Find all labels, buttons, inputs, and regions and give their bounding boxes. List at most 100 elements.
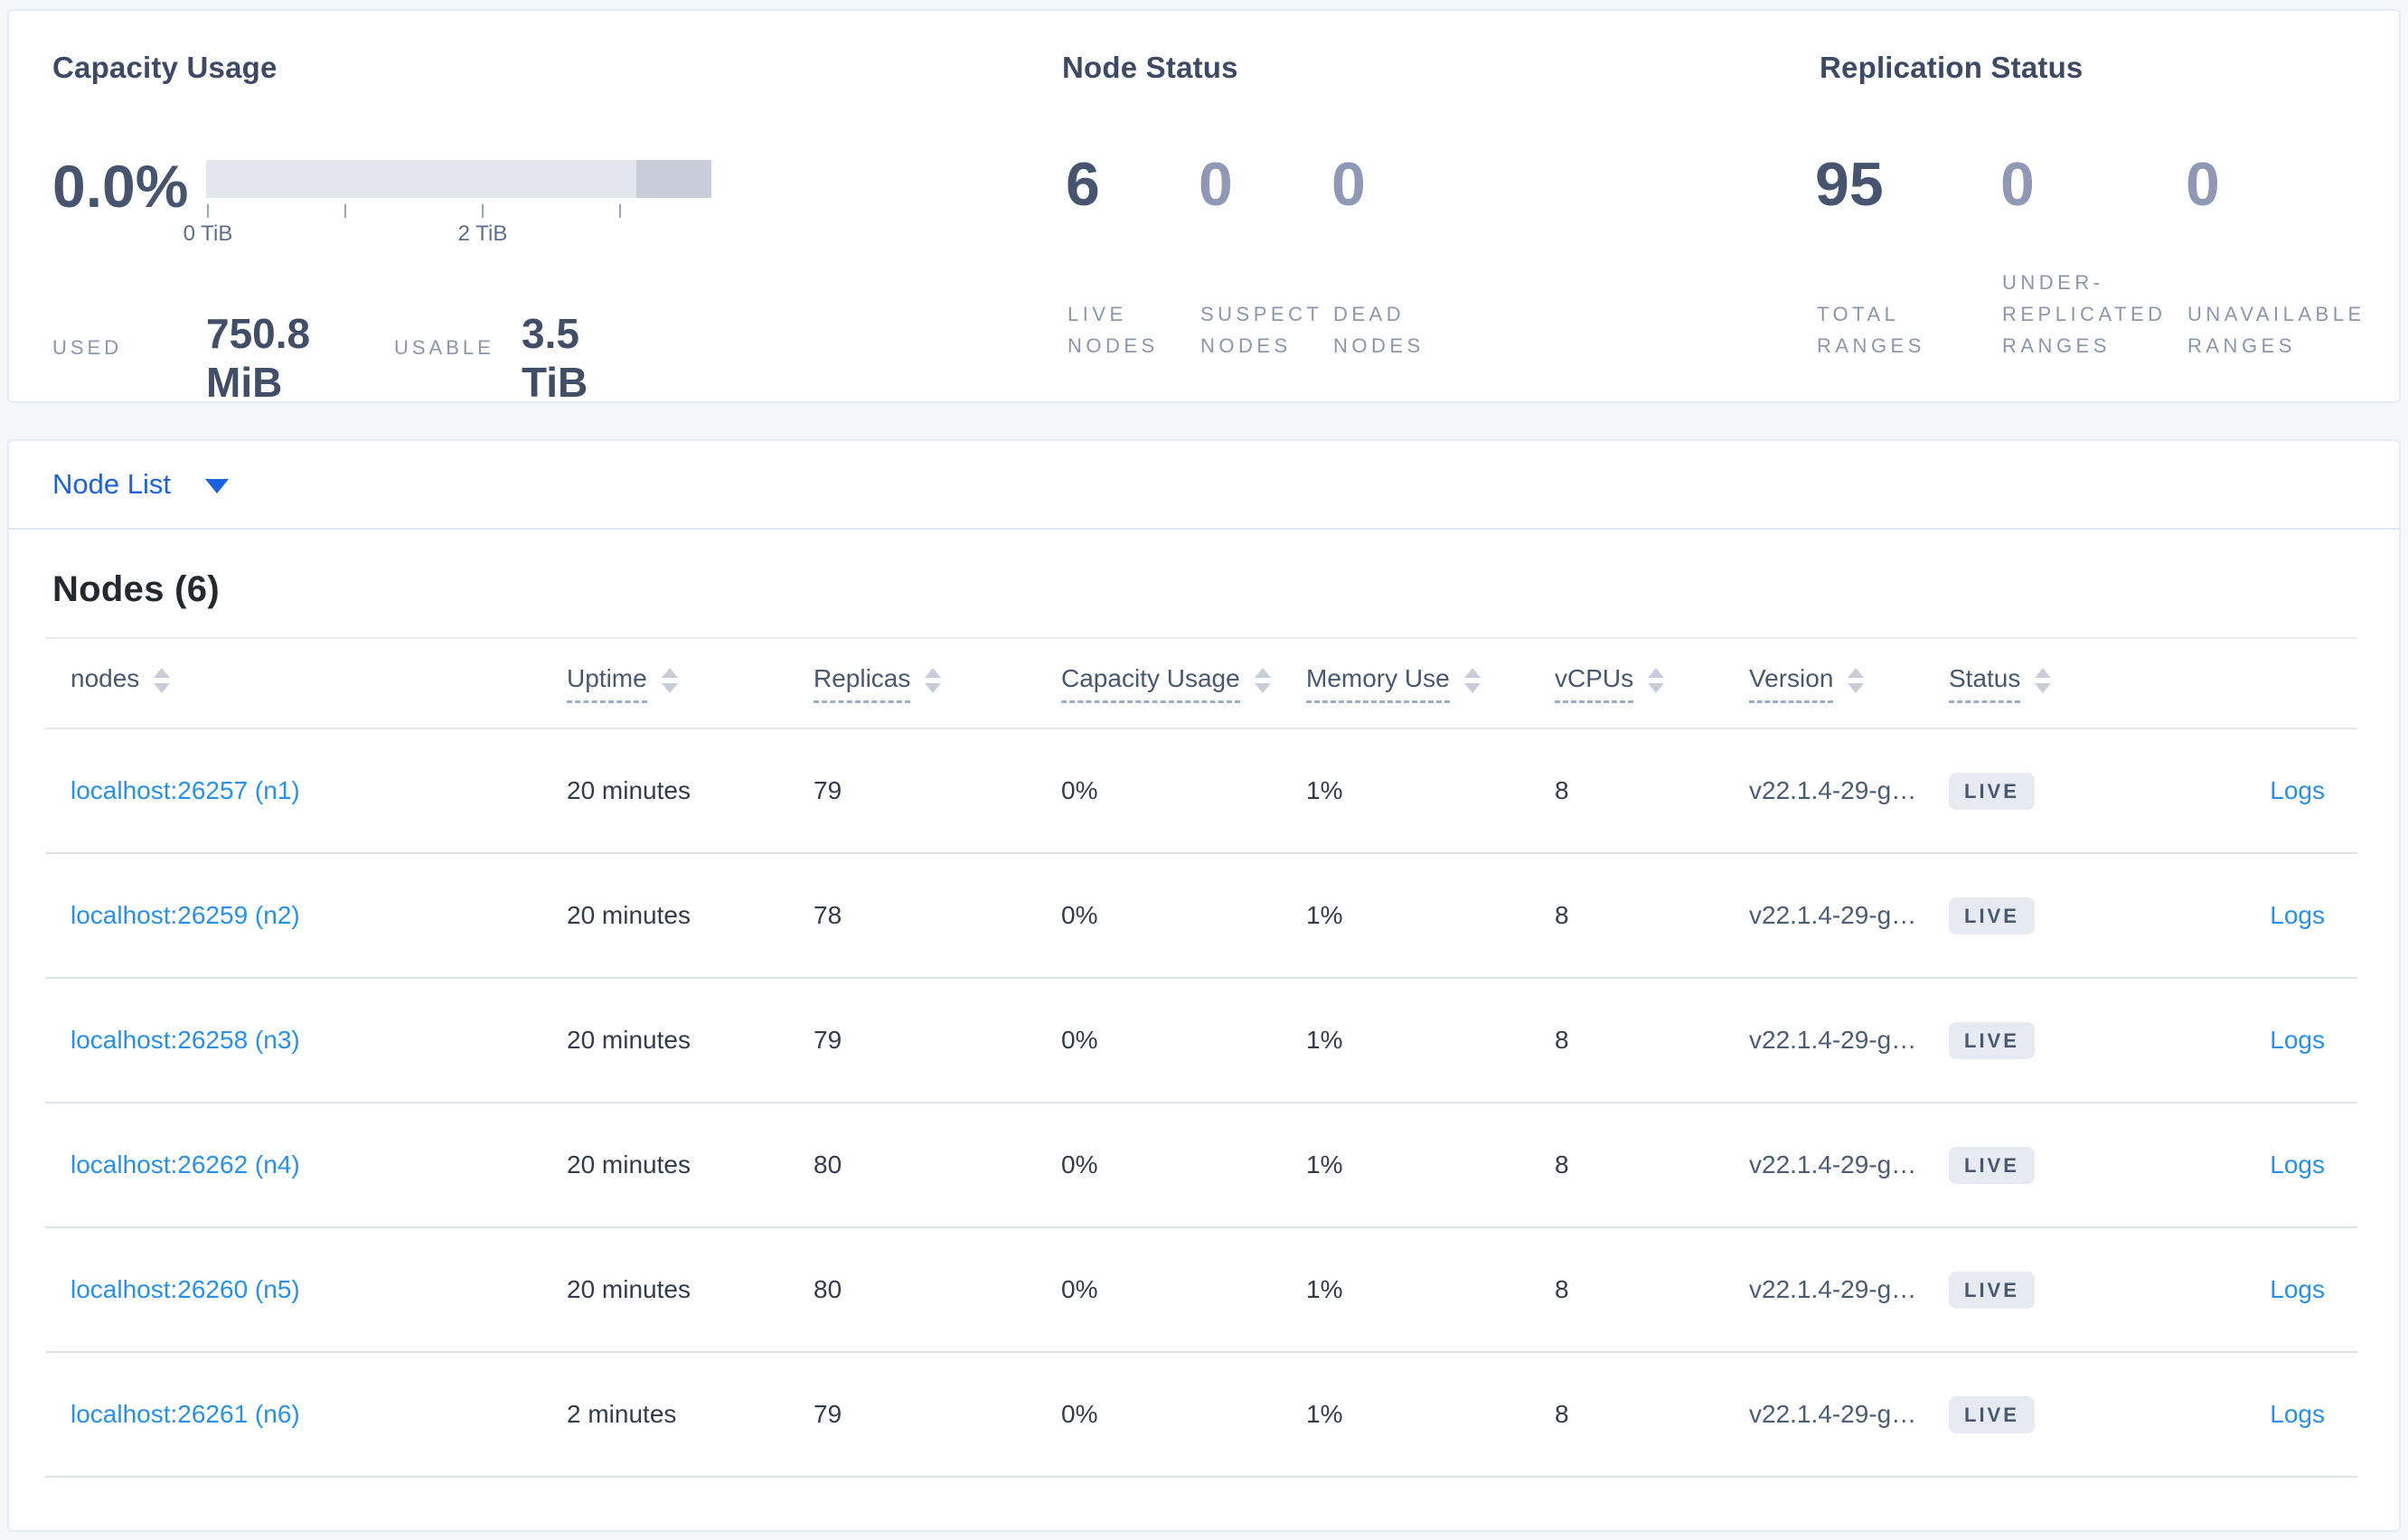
capacity-usage-bar bbox=[206, 160, 711, 198]
column-label: Capacity Usage bbox=[1061, 664, 1240, 703]
node-address-link[interactable]: localhost:26261 (n6) bbox=[71, 1400, 300, 1428]
logs-link[interactable]: Logs bbox=[2270, 1026, 2325, 1054]
stat-value: 95 bbox=[1815, 150, 1884, 219]
logs-cell: Logs bbox=[2140, 1103, 2357, 1228]
logs-column-header bbox=[2140, 638, 2357, 729]
node-status-stats: 6 LIVE NODES 0 SUSPECT NODES 0 DEAD NODES bbox=[1066, 154, 1464, 398]
stat: 0 SUSPECT NODES bbox=[1199, 154, 1331, 398]
uptime-cell: 20 minutes bbox=[541, 853, 788, 979]
memory-use-cell: 1% bbox=[1281, 1103, 1529, 1228]
capacity-usage-cell: 0% bbox=[1036, 1227, 1281, 1353]
version-cell: v22.1.4-29-g… bbox=[1724, 1227, 1924, 1353]
uptime-cell: 2 minutes bbox=[541, 1352, 788, 1478]
sort-icon bbox=[1254, 668, 1271, 693]
column-label: Version bbox=[1749, 664, 1834, 703]
status-cell: LIVE bbox=[1924, 978, 2140, 1103]
stat-value: 6 bbox=[1066, 150, 1100, 219]
logs-link[interactable]: Logs bbox=[2270, 1275, 2325, 1303]
memory-use-cell: 1% bbox=[1281, 1352, 1529, 1478]
node-list-dropdown-label: Node List bbox=[52, 468, 171, 500]
nodes-column-header[interactable]: nodes bbox=[45, 638, 541, 729]
version-cell: v22.1.4-29-g… bbox=[1724, 1103, 1924, 1228]
capacity-bar-other-segment bbox=[636, 160, 711, 198]
column-label: Replicas bbox=[814, 664, 911, 703]
stat-label: LIVE NODES bbox=[1068, 303, 1159, 357]
status-badge: LIVE bbox=[1949, 1146, 2035, 1184]
vcpus-cell: 8 bbox=[1529, 978, 1724, 1103]
node-list-card: Node List Nodes (6) nodes Uptime Replicas C… bbox=[7, 439, 2401, 1532]
stat-label: SUSPECT NODES bbox=[1200, 303, 1323, 357]
stat-value: 0 bbox=[1199, 150, 1233, 219]
node-row: localhost:26262 (n4) 20 minutes 80 0% 1% 8 v22… bbox=[45, 1103, 2357, 1228]
uptime-cell: 20 minutes bbox=[541, 728, 788, 854]
column-label: Status bbox=[1949, 664, 2021, 703]
replicas-column-header[interactable]: Replicas bbox=[788, 638, 1036, 729]
cluster-summary-card: Capacity Usage 0.0% 0 TiB 2 TiB USED 750… bbox=[7, 9, 2401, 406]
capacity-usage-column-header[interactable]: Capacity Usage bbox=[1036, 638, 1281, 729]
column-label: vCPUs bbox=[1555, 664, 1634, 703]
version-cell: v22.1.4-29-g… bbox=[1724, 728, 1924, 854]
vcpus-column-header[interactable]: vCPUs bbox=[1529, 638, 1724, 729]
stat-label: DEAD NODES bbox=[1333, 303, 1425, 357]
nodes-section-title: Nodes (6) bbox=[52, 569, 220, 609]
nodes-cell: localhost:26259 (n2) bbox=[45, 853, 541, 979]
stat-value: 0 bbox=[2186, 150, 2220, 219]
replicas-cell: 79 bbox=[788, 728, 1036, 854]
version-column-header[interactable]: Version bbox=[1724, 638, 1924, 729]
version-cell: v22.1.4-29-g… bbox=[1724, 853, 1924, 979]
replicas-cell: 78 bbox=[788, 853, 1036, 979]
node-address-link[interactable]: localhost:26262 (n4) bbox=[71, 1150, 300, 1178]
axis-tick-label: 2 TiB bbox=[457, 221, 508, 246]
stat-value: 0 bbox=[1331, 150, 1366, 219]
node-address-link[interactable]: localhost:26257 (n1) bbox=[71, 776, 300, 804]
node-row: localhost:26259 (n2) 20 minutes 78 0% 1% 8 v22… bbox=[45, 853, 2357, 979]
stat: 95 TOTAL RANGES bbox=[1815, 154, 2000, 398]
node-address-link[interactable]: localhost:26258 (n3) bbox=[71, 1026, 300, 1054]
stat-label: UNDER- REPLICATED RANGES bbox=[2002, 271, 2167, 357]
logs-link[interactable]: Logs bbox=[2270, 1150, 2325, 1178]
logs-cell: Logs bbox=[2140, 728, 2357, 854]
memory-use-column-header[interactable]: Memory Use bbox=[1281, 638, 1529, 729]
replicas-cell: 80 bbox=[788, 1227, 1036, 1353]
node-status-title: Node Status bbox=[1062, 51, 1238, 84]
status-cell: LIVE bbox=[1924, 1227, 2140, 1353]
status-badge: LIVE bbox=[1949, 1395, 2035, 1433]
sort-icon bbox=[1648, 668, 1665, 693]
node-row: localhost:26261 (n6) 2 minutes 79 0% 1% 8 v22.… bbox=[45, 1352, 2357, 1478]
column-label: Uptime bbox=[567, 664, 647, 703]
nodes-table-body: localhost:26257 (n1) 20 minutes 79 0% 1% 8 v22… bbox=[45, 728, 2357, 1478]
node-address-link[interactable]: localhost:26259 (n2) bbox=[71, 901, 300, 929]
stat-value: 0 bbox=[2000, 150, 2035, 219]
usable-value: 3.5 TiB bbox=[522, 310, 588, 406]
sort-icon bbox=[661, 668, 678, 693]
stat: 0 UNAVAILABLE RANGES bbox=[2186, 154, 2371, 398]
nodes-cell: localhost:26261 (n6) bbox=[45, 1352, 541, 1478]
uptime-column-header[interactable]: Uptime bbox=[541, 638, 788, 729]
sort-icon bbox=[2035, 668, 2052, 693]
version-cell: v22.1.4-29-g… bbox=[1724, 1352, 1924, 1478]
capacity-usage-cell: 0% bbox=[1036, 978, 1281, 1103]
logs-link[interactable]: Logs bbox=[2270, 901, 2325, 929]
node-address-link[interactable]: localhost:26260 (n5) bbox=[71, 1275, 300, 1303]
caret-down-icon bbox=[204, 479, 229, 493]
capacity-usage-cell: 0% bbox=[1036, 728, 1281, 854]
axis-tick bbox=[619, 204, 621, 218]
node-list-dropdown[interactable]: Node List bbox=[9, 441, 2399, 530]
column-label: nodes bbox=[71, 663, 140, 692]
replication-status-stats: 95 TOTAL RANGES 0 UNDER- REPLICATED RANGES 0 UNA… bbox=[1815, 154, 2371, 398]
nodes-cell: localhost:26257 (n1) bbox=[45, 728, 541, 854]
stat: 0 UNDER- REPLICATED RANGES bbox=[2000, 154, 2186, 398]
logs-link[interactable]: Logs bbox=[2270, 1400, 2325, 1428]
replication-status-title: Replication Status bbox=[1820, 51, 2083, 84]
capacity-usage-cell: 0% bbox=[1036, 1103, 1281, 1228]
status-column-header[interactable]: Status bbox=[1924, 638, 2140, 729]
stat-label: UNAVAILABLE RANGES bbox=[2187, 303, 2366, 357]
memory-use-cell: 1% bbox=[1281, 978, 1529, 1103]
replicas-cell: 80 bbox=[788, 1103, 1036, 1228]
version-cell: v22.1.4-29-g… bbox=[1724, 978, 1924, 1103]
memory-use-cell: 1% bbox=[1281, 853, 1529, 979]
memory-use-cell: 1% bbox=[1281, 1227, 1529, 1353]
logs-link[interactable]: Logs bbox=[2270, 776, 2325, 804]
logs-cell: Logs bbox=[2140, 1227, 2357, 1353]
status-cell: LIVE bbox=[1924, 728, 2140, 854]
